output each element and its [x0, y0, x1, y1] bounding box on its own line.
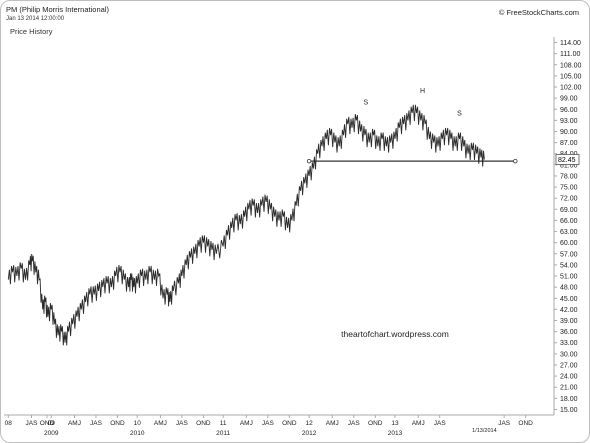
y-tick-label: 63.00 — [560, 229, 578, 236]
y-tick-label: 81.00 — [560, 162, 578, 169]
pattern-annotation: S — [363, 99, 368, 106]
y-tick-label: 69.00 — [560, 207, 578, 214]
x-year-label: 2012 — [302, 430, 317, 437]
last-value-label: 82.45 — [558, 157, 576, 164]
last-value-box — [555, 154, 580, 165]
x-tick-label: AMJ — [412, 420, 425, 427]
x-tick-label: JAS — [348, 420, 361, 427]
y-tick-label: 27.00 — [560, 362, 578, 369]
x-tick-label: OND — [196, 420, 211, 427]
x-tick-label: AMJ — [68, 420, 81, 427]
neckline-end-marker — [306, 158, 312, 164]
chart-title: PM (Philip Morris International) — [6, 5, 109, 14]
y-tick-label: 75.00 — [560, 185, 578, 192]
x-tick-label: 09 — [48, 420, 56, 427]
x-tick-label: AMJ — [154, 420, 167, 427]
y-tick-label: 93.00 — [560, 118, 578, 125]
y-tick-label: 48.00 — [560, 285, 578, 292]
watermark-text: theartofchart.wordpress.com — [341, 329, 449, 339]
x-tick-label: JAS — [262, 420, 275, 427]
x-tick-label: AMJ — [240, 420, 253, 427]
y-tick-label: 30.00 — [560, 351, 578, 358]
y-tick-label: 42.00 — [560, 307, 578, 314]
price-series-line — [7, 104, 485, 346]
y-tick-label: 78.00 — [560, 173, 578, 180]
x-tick-label: JAS — [434, 420, 447, 427]
y-tick-label: 60.00 — [560, 240, 578, 247]
x-tick-label: JAS — [26, 420, 39, 427]
brand-label[interactable]: © FreeStockCharts.com — [498, 8, 579, 17]
y-tick-label: 21.00 — [560, 385, 578, 392]
x-year-label: 2010 — [130, 430, 145, 437]
x-tick-label: AMJ — [326, 420, 339, 427]
pattern-annotation: S — [457, 111, 462, 118]
neckline-end-marker — [513, 158, 518, 164]
y-tick-label: 114.00 — [560, 40, 581, 47]
y-tick-label: 102.00 — [560, 85, 582, 92]
y-tick-label: 66.00 — [560, 218, 578, 225]
x-tick-label: OND — [368, 420, 383, 427]
y-tick-label: 45.00 — [560, 296, 578, 303]
x-tick-label: 08 — [5, 420, 13, 427]
y-tick-label: 87.00 — [560, 140, 578, 147]
y-tick-label: 54.00 — [560, 262, 578, 269]
y-tick-label: 72.00 — [560, 196, 578, 203]
x-tick-label: 10 — [134, 420, 142, 427]
pattern-annotation: H — [420, 88, 425, 95]
x-tick-label: OND — [282, 420, 297, 427]
y-tick-label: 99.00 — [560, 96, 578, 103]
y-tick-label: 18.00 — [560, 396, 578, 403]
x-year-label: 2011 — [216, 430, 230, 437]
x-tick-label: OND — [518, 420, 533, 427]
x-tick-label: 13 — [391, 420, 399, 427]
y-tick-label: 15.00 — [560, 407, 578, 414]
x-year-label: 2009 — [44, 430, 59, 437]
y-tick-label: 105.00 — [560, 73, 582, 80]
y-tick-label: 90.00 — [560, 129, 578, 136]
x-tick-label: JAS — [498, 420, 511, 427]
x-year-label: 2013 — [388, 430, 403, 437]
y-tick-label: 33.00 — [560, 340, 578, 347]
chart-subtitle: Price History — [10, 27, 53, 36]
x-tick-label: JAS — [176, 420, 189, 427]
x-tick-label: OND — [40, 420, 55, 427]
y-tick-label: 111.00 — [560, 51, 580, 58]
y-tick-label: 96.00 — [560, 107, 578, 114]
x-tick-label: 12 — [305, 420, 313, 427]
x-tick-label: OND — [110, 420, 125, 427]
y-tick-label: 108.00 — [560, 62, 582, 69]
y-tick-label: 39.00 — [560, 318, 578, 325]
y-tick-label: 36.00 — [560, 329, 578, 336]
last-date-label: 1/13/2014 — [472, 428, 496, 434]
y-tick-label: 57.00 — [560, 251, 578, 258]
x-tick-label: JAS — [90, 420, 103, 427]
y-tick-label: 24.00 — [560, 374, 578, 381]
chart-datetime: Jan 13 2014 12:00:00 — [6, 16, 65, 22]
y-tick-label: 51.00 — [560, 274, 578, 281]
x-tick-label: 11 — [220, 420, 227, 427]
